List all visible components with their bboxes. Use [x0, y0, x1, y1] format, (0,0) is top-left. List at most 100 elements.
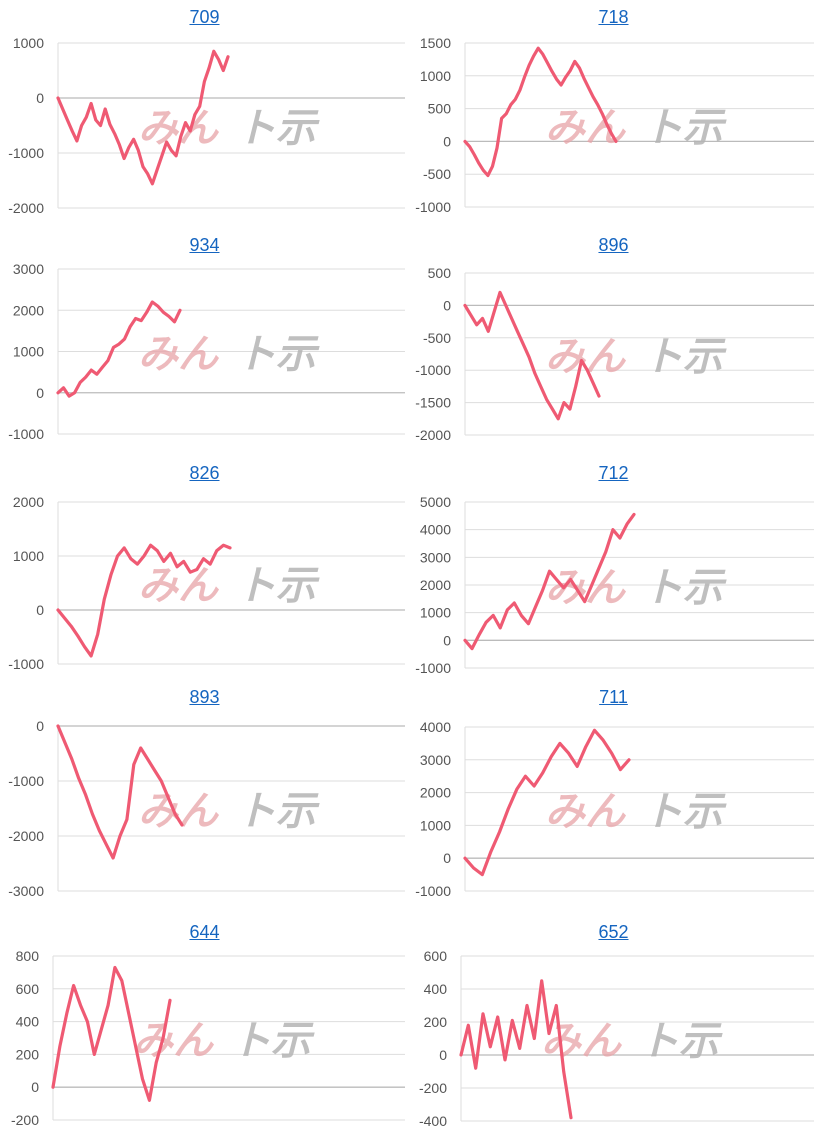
watermark-text-gray: ト示	[236, 106, 320, 152]
y-tick-label: -200	[11, 1112, 39, 1128]
watermark-logo: みん ト示	[545, 565, 727, 611]
y-tick-label: -1000	[415, 883, 451, 899]
y-tick-label: 0	[439, 1047, 447, 1063]
chart-title-link[interactable]: 652	[598, 922, 629, 942]
y-tick-label: 0	[36, 385, 44, 401]
y-tick-label: -1000	[8, 426, 44, 442]
chart-title-link[interactable]: 718	[598, 7, 629, 27]
watermark-text-pink: みん	[545, 565, 627, 611]
chart-panel-711: 711 -1000 0 1000 2000 3000 4000 みん ト示	[409, 680, 818, 905]
y-tick-label: 1000	[13, 35, 44, 51]
y-tick-label: 400	[424, 981, 448, 997]
y-tick-label: -1500	[415, 395, 451, 411]
y-tick-label: 2000	[420, 577, 451, 593]
chart-plot: -2000 -1500 -1000 -500 0 500 みん ト示	[415, 265, 814, 443]
y-tick-label: 5000	[420, 494, 451, 510]
chart-panel-896: 896 -2000 -1500 -1000 -500 0 500 みん ト示	[409, 228, 818, 453]
chart-title-link[interactable]: 934	[189, 235, 220, 255]
chart-plot: -200 0 200 400 600 800 みん ト示	[11, 948, 405, 1128]
y-tick-label: 400	[16, 1014, 40, 1030]
y-tick-label: 3000	[13, 261, 44, 277]
watermark-text-gray: ト示	[639, 1019, 723, 1065]
watermark-text-gray: ト示	[236, 563, 320, 609]
chart-plot: -3000 -2000 -1000 0 みん ト示	[8, 718, 405, 899]
chart-panel-712: 712 -1000 0 1000 2000 3000 4000 5000 みん ト示	[409, 456, 818, 681]
watermark-logo: みん ト示	[138, 563, 320, 609]
chart-panel-934: 934 -1000 0 1000 2000 3000 みん ト示	[0, 228, 409, 453]
watermark-logo: みん ト示	[138, 332, 320, 378]
y-tick-label: 0	[31, 1079, 39, 1095]
chart-panel-652: 652 -400 -200 0 200 400 600 みん ト示	[409, 910, 818, 1138]
y-tick-label: -1000	[8, 145, 44, 161]
chart-title-link[interactable]: 712	[598, 463, 629, 483]
watermark-logo: みん ト示	[545, 105, 727, 151]
watermark-text-pink: みん	[545, 105, 627, 151]
series-line-934	[56, 300, 182, 398]
chart-title-link[interactable]: 893	[189, 687, 220, 707]
watermark-text-gray: ト示	[643, 565, 727, 611]
watermark-logo: みん ト示	[138, 789, 320, 835]
watermark-text-gray: ト示	[643, 334, 727, 380]
y-tick-label: 200	[424, 1014, 448, 1030]
y-tick-label: 600	[424, 948, 448, 964]
y-tick-label: -400	[419, 1113, 447, 1129]
watermark-text-gray: ト示	[231, 1018, 315, 1064]
y-tick-label: -1000	[8, 656, 44, 672]
series-line-652	[459, 979, 573, 1120]
y-tick-label: 200	[16, 1046, 40, 1062]
y-tick-label: 2000	[13, 494, 44, 510]
chart-plot: -1000 0 1000 2000 3000 4000 みん ト示	[415, 719, 814, 899]
chart-title-link[interactable]: 644	[189, 922, 220, 942]
chart-panel-709: 709 -2000 -1000 0 1000 みん ト示	[0, 0, 409, 225]
watermark-logo: みん ト示	[541, 1019, 723, 1065]
chart-plot: -1000 0 1000 2000 3000 みん ト示	[8, 261, 405, 442]
y-tick-label: -500	[423, 330, 451, 346]
series-line-826	[56, 543, 232, 658]
y-tick-label: 1500	[420, 35, 451, 51]
watermark-text-pink: みん	[545, 789, 627, 835]
y-tick-label: 0	[36, 718, 44, 734]
chart-title-link[interactable]: 826	[189, 463, 220, 483]
watermark-logo: みん ト示	[545, 789, 727, 835]
watermark-text-gray: ト示	[643, 789, 727, 835]
chart-plot: -400 -200 0 200 400 600 みん ト示	[419, 948, 814, 1129]
y-tick-label: 1000	[13, 344, 44, 360]
watermark-text-pink: みん	[138, 332, 220, 378]
watermark-text-gray: ト示	[643, 105, 727, 151]
y-tick-label: 1000	[420, 817, 451, 833]
y-tick-label: -2000	[8, 828, 44, 844]
y-tick-label: 1000	[13, 548, 44, 564]
watermark-text-gray: ト示	[236, 332, 320, 378]
chart-plot: -1000 -500 0 500 1000 1500 みん ト示	[415, 35, 814, 215]
y-tick-label: -1000	[415, 199, 451, 215]
series-line-718	[463, 46, 618, 178]
series-line-709	[56, 49, 230, 186]
y-tick-label: 0	[36, 90, 44, 106]
y-tick-label: 0	[443, 850, 451, 866]
chart-panel-893: 893 -3000 -2000 -1000 0 みん ト示	[0, 680, 409, 905]
chart-title-link[interactable]: 896	[598, 235, 629, 255]
chart-panel-644: 644 -200 0 200 400 600 800 みん ト示	[0, 910, 409, 1138]
watermark-logo: みん ト示	[545, 334, 727, 380]
watermark-text-pink: みん	[541, 1019, 623, 1065]
chart-panel-718: 718 -1000 -500 0 500 1000 1500 みん ト示	[409, 0, 818, 225]
y-tick-label: 1000	[420, 68, 451, 84]
y-tick-label: -1000	[8, 773, 44, 789]
chart-title-link[interactable]: 709	[189, 7, 220, 27]
watermark-text-pink: みん	[133, 1018, 215, 1064]
y-tick-label: -2000	[415, 427, 451, 443]
y-tick-label: -3000	[8, 883, 44, 899]
watermark-text-pink: みん	[138, 563, 220, 609]
series-line-712	[463, 512, 636, 651]
chart-panel-826: 826 -1000 0 1000 2000 みん ト示	[0, 456, 409, 681]
watermark-text-pink: みん	[138, 789, 220, 835]
y-tick-label: 3000	[420, 752, 451, 768]
y-tick-label: 4000	[420, 719, 451, 735]
y-tick-label: 0	[443, 632, 451, 648]
watermark-logo: みん ト示	[133, 1018, 315, 1064]
y-tick-label: 0	[443, 297, 451, 313]
chart-title-link[interactable]: 711	[599, 687, 628, 707]
y-tick-label: -500	[423, 166, 451, 182]
chart-plot: -1000 0 1000 2000 3000 4000 5000 みん ト示	[415, 494, 814, 676]
